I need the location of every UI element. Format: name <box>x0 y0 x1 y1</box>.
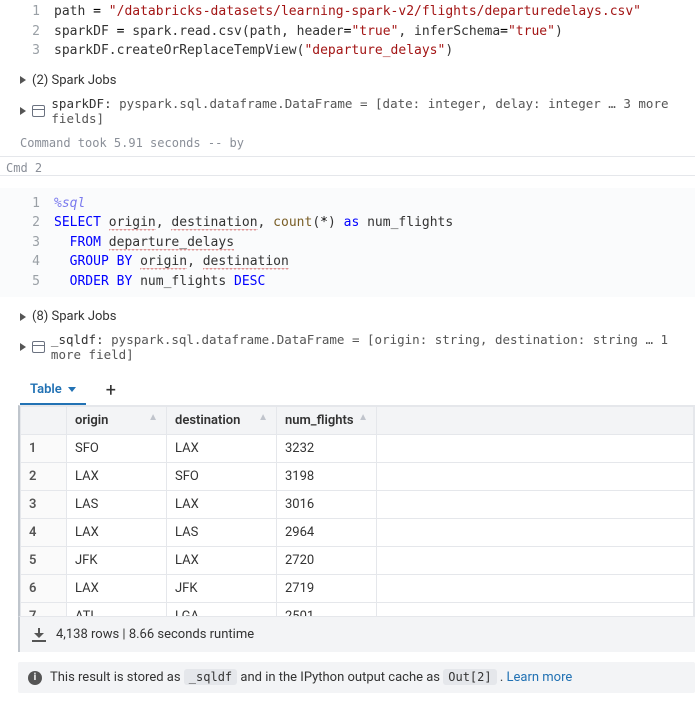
code-line[interactable]: 5 ORDER BY num_flights DESC <box>0 272 695 292</box>
cmd-2-label: Cmd 2 <box>0 157 695 176</box>
line-number: 1 <box>0 194 54 214</box>
command-meta: Command took 5.91 seconds -- by <box>0 130 695 157</box>
cell: LGA <box>167 603 277 617</box>
cell: LAS <box>67 491 167 519</box>
cell: 3198 <box>277 463 377 491</box>
code-cell-1[interactable]: 1path = "/databricks-datasets/learning-s… <box>0 0 695 69</box>
line-number: 1 <box>0 2 54 22</box>
code-cell-2[interactable]: 1%sql2SELECT origin, destination, count(… <box>0 188 695 298</box>
code-content[interactable]: %sql <box>54 194 85 214</box>
cell: 2719 <box>277 575 377 603</box>
code-line[interactable]: 4 GROUP BY origin, destination <box>0 252 695 272</box>
cell: LAS <box>167 519 277 547</box>
cell: 2964 <box>277 519 377 547</box>
code-content[interactable]: FROM departure_delays <box>54 233 234 253</box>
results-table: origin▲destination▲num_flights▲ 1SFOLAX3… <box>20 406 694 616</box>
results-footer: 4,138 rows | 8.66 seconds runtime <box>18 617 695 652</box>
code-line[interactable]: 1path = "/databricks-datasets/learning-s… <box>0 2 695 22</box>
results-tabbar: Table + <box>0 366 695 405</box>
row-number: 3 <box>21 491 67 519</box>
table-row[interactable]: 5JFKLAX2720 <box>21 547 694 575</box>
cell: LAX <box>167 547 277 575</box>
tab-table[interactable]: Table <box>20 376 86 405</box>
add-tab-button[interactable]: + <box>94 380 128 401</box>
line-number: 3 <box>0 41 54 61</box>
cell: 3232 <box>277 435 377 463</box>
sort-icon[interactable]: ▲ <box>148 413 158 423</box>
line-number: 5 <box>0 272 54 292</box>
table-row[interactable]: 3LASLAX3016 <box>21 491 694 519</box>
column-header[interactable]: origin▲ <box>67 407 167 435</box>
sort-icon[interactable]: ▲ <box>258 413 268 423</box>
code-content[interactable]: GROUP BY origin, destination <box>54 252 289 272</box>
table-icon <box>32 105 45 117</box>
download-icon[interactable] <box>32 628 46 642</box>
code-line[interactable]: 3 FROM departure_delays <box>0 233 695 253</box>
row-number: 5 <box>21 547 67 575</box>
chevron-right-icon <box>20 343 26 351</box>
cell: JFK <box>67 547 167 575</box>
cell: ATL <box>67 603 167 617</box>
table-row[interactable]: 4LAXLAS2964 <box>21 519 694 547</box>
chevron-right-icon <box>20 313 26 321</box>
code-content[interactable]: ORDER BY num_flights DESC <box>54 272 265 292</box>
info-text: This result is stored as _sqldf and in t… <box>50 670 572 685</box>
column-header[interactable]: num_flights▲ <box>277 407 377 435</box>
info-icon: i <box>28 671 42 685</box>
code-content[interactable]: sparkDF.createOrReplaceTempView("departu… <box>54 41 453 61</box>
cell: JFK <box>167 575 277 603</box>
cell: LAX <box>67 575 167 603</box>
chevron-down-icon <box>68 387 76 392</box>
cell: 2720 <box>277 547 377 575</box>
cell: LAX <box>167 435 277 463</box>
row-number: 6 <box>21 575 67 603</box>
chevron-right-icon <box>20 76 26 84</box>
table-icon <box>32 341 45 353</box>
line-number: 4 <box>0 252 54 272</box>
code-line[interactable]: 2sparkDF = spark.read.csv(path, header="… <box>0 22 695 42</box>
schema-text: _sqldf: pyspark.sql.dataframe.DataFrame … <box>51 332 695 362</box>
tab-label: Table <box>30 382 62 397</box>
results-table-wrap: origin▲destination▲num_flights▲ 1SFOLAX3… <box>18 405 695 617</box>
schema-expander-2[interactable]: _sqldf: pyspark.sql.dataframe.DataFrame … <box>0 328 695 366</box>
rownum-header <box>21 407 67 435</box>
chevron-right-icon <box>20 107 26 115</box>
footer-text: 4,138 rows | 8.66 seconds runtime <box>56 627 254 642</box>
info-banner: i This result is stored as _sqldf and in… <box>18 662 695 693</box>
code-content[interactable]: path = "/databricks-datasets/learning-sp… <box>54 2 641 22</box>
spark-jobs-label: (2) Spark Jobs <box>32 73 116 88</box>
learn-more-link[interactable]: Learn more <box>507 670 573 685</box>
spark-jobs-expander-1[interactable]: (2) Spark Jobs <box>0 69 695 92</box>
schema-text: sparkDF: pyspark.sql.dataframe.DataFrame… <box>51 96 695 126</box>
row-number: 2 <box>21 463 67 491</box>
schema-expander-1[interactable]: sparkDF: pyspark.sql.dataframe.DataFrame… <box>0 92 695 130</box>
table-row[interactable]: 6LAXJFK2719 <box>21 575 694 603</box>
code-line[interactable]: 3sparkDF.createOrReplaceTempView("depart… <box>0 41 695 61</box>
cell: SFO <box>167 463 277 491</box>
spark-jobs-label: (8) Spark Jobs <box>32 309 116 324</box>
cell: SFO <box>67 435 167 463</box>
cell: 2501 <box>277 603 377 617</box>
row-number: 7 <box>21 603 67 617</box>
row-number: 4 <box>21 519 67 547</box>
line-number: 2 <box>0 213 54 233</box>
row-number: 1 <box>21 435 67 463</box>
code-content[interactable]: SELECT origin, destination, count(*) as … <box>54 213 453 233</box>
cell: LAX <box>167 491 277 519</box>
sort-icon[interactable]: ▲ <box>358 413 368 423</box>
cell: LAX <box>67 463 167 491</box>
code-content[interactable]: sparkDF = spark.read.csv(path, header="t… <box>54 22 563 42</box>
cell: LAX <box>67 519 167 547</box>
table-row[interactable]: 1SFOLAX3232 <box>21 435 694 463</box>
line-number: 2 <box>0 22 54 42</box>
table-row[interactable]: 2LAXSFO3198 <box>21 463 694 491</box>
table-row[interactable]: 7ATLLGA2501 <box>21 603 694 617</box>
column-header[interactable]: destination▲ <box>167 407 277 435</box>
code-line[interactable]: 2SELECT origin, destination, count(*) as… <box>0 213 695 233</box>
line-number: 3 <box>0 233 54 253</box>
cell: 3016 <box>277 491 377 519</box>
code-line[interactable]: 1%sql <box>0 194 695 214</box>
spark-jobs-expander-2[interactable]: (8) Spark Jobs <box>0 305 695 328</box>
